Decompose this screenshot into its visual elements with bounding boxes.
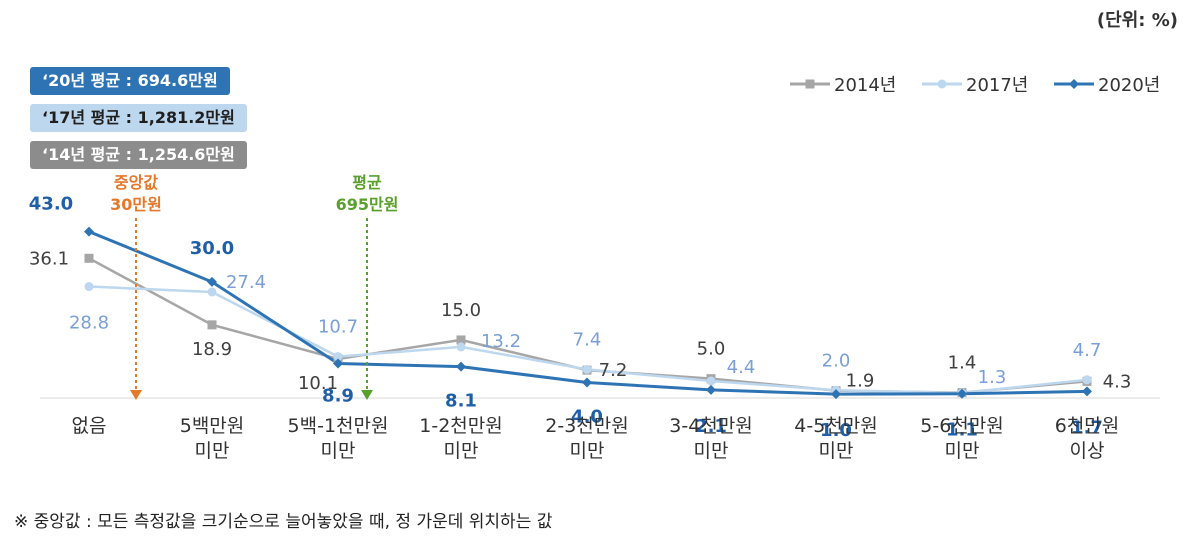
data-label-2017년-6: 2.0: [822, 350, 851, 371]
data-label-2020년-1: 30.0: [190, 238, 234, 259]
x-tick-label-7-0: 5-6천만원: [920, 415, 1003, 437]
median-arrow-head: [130, 390, 142, 400]
data-label-2017년-0: 28.8: [69, 313, 109, 334]
data-label-2017년-8: 4.7: [1073, 340, 1102, 361]
data-label-2014년-2: 10.1: [298, 373, 338, 394]
marker-2020년-6: [831, 389, 841, 400]
marker-2020년-2: [333, 358, 343, 369]
data-label-2014년-7: 1.4: [948, 353, 977, 374]
data-label-2017년-7: 1.3: [978, 367, 1007, 388]
x-tick-label-6-1: 미만: [819, 440, 854, 462]
x-tick-label-0-0: 없음: [72, 415, 107, 437]
data-label-2017년-4: 7.4: [573, 329, 602, 350]
marker-2017년-2: [333, 352, 343, 362]
avg-2014-badge: ‘14년 평균 : 1,254.6만원: [30, 141, 247, 169]
x-tick-label-8-0: 6천만원: [1055, 415, 1120, 437]
marker-2014년-3: [456, 335, 466, 345]
footnote: ※ 중앙값 : 모든 측정값을 크기순으로 늘어놓았을 때, 정 가운데 위치하…: [14, 512, 553, 532]
marker-2020년-1: [207, 276, 217, 287]
marker-2017년-8: [1082, 375, 1092, 385]
x-tick-label-6-0: 4-5천만원: [794, 415, 877, 437]
legend-label-2020년: 2020년: [1098, 75, 1160, 96]
x-tick-label-7-1: 미만: [945, 440, 980, 462]
data-label-2014년-6: 1.9: [846, 371, 875, 392]
data-label-2020년-5: 2.1: [695, 416, 727, 437]
data-label-2017년-2: 10.7: [318, 317, 358, 338]
marker-2014년-0: [84, 253, 94, 263]
x-tick-label-4-0: 2-3천만원: [545, 415, 628, 437]
marker-2017년-3: [456, 342, 466, 352]
marker-2020년-7: [957, 388, 967, 399]
marker-2020년-4: [582, 377, 592, 388]
mean-arrow-head: [361, 390, 373, 400]
x-tick-label-2-1: 미만: [321, 440, 356, 462]
marker-2017년-1: [207, 287, 217, 297]
marker-2020년-5: [706, 384, 716, 395]
median-label-line1: 중앙값: [114, 173, 158, 192]
data-label-2020년-4: 4.0: [571, 407, 603, 428]
data-label-2014년-4: 7.2: [599, 360, 628, 381]
x-tick-label-5-0: 3-4천만원: [669, 415, 752, 437]
marker-2017년-5: [706, 376, 716, 386]
data-label-2014년-3: 15.0: [441, 300, 481, 321]
median-label-line2: 30만원: [110, 195, 162, 214]
avg-2020-badge: ‘20년 평균 : 694.6만원: [30, 67, 230, 95]
marker-2017년-0: [84, 282, 94, 292]
data-label-2014년-0: 36.1: [29, 248, 69, 269]
x-tick-label-8-1: 이상: [1070, 440, 1105, 462]
legend-label-2017년: 2017년: [966, 75, 1028, 96]
mean-label-line2: 695만원: [336, 195, 399, 214]
data-label-2014년-1: 18.9: [192, 339, 232, 360]
data-label-2020년-8: 1.7: [1071, 417, 1103, 438]
unit-label: (단위: %): [1096, 10, 1178, 31]
x-tick-label-2-0: 5백-1천만원: [288, 415, 389, 437]
marker-2014년-1: [207, 320, 217, 330]
data-label-2014년-8: 4.3: [1103, 371, 1132, 392]
data-label-2020년-6: 1.0: [820, 420, 852, 441]
x-tick-label-3-1: 미만: [444, 440, 479, 462]
data-label-2020년-3: 8.1: [445, 391, 477, 412]
marker-2020년-0: [84, 226, 94, 237]
data-label-2017년-5: 4.4: [727, 357, 756, 378]
data-label-2017년-3: 13.2: [481, 331, 521, 352]
avg-2017-badge: ‘17년 평균 : 1,281.2만원: [30, 104, 247, 132]
legend-label-2014년: 2014년: [834, 75, 896, 96]
x-tick-label-1-1: 미만: [195, 440, 230, 462]
mean-label-line1: 평균: [352, 173, 382, 192]
legend-marker-2020년: [1069, 79, 1079, 89]
legend-marker-2017년: [937, 79, 947, 89]
marker-2020년-8: [1082, 386, 1092, 397]
data-label-2020년-2: 8.9: [322, 386, 354, 407]
x-tick-label-1-0: 5백만원: [180, 415, 245, 437]
data-label-2020년-0: 43.0: [29, 194, 73, 215]
data-label-2014년-5: 5.0: [697, 339, 726, 360]
legend-marker-2014년: [805, 79, 815, 89]
data-label-2017년-1: 27.4: [226, 272, 266, 293]
marker-2017년-4: [582, 364, 592, 374]
x-tick-label-5-1: 미만: [694, 440, 729, 462]
x-tick-label-3-0: 1-2천만원: [419, 415, 502, 437]
x-tick-label-4-1: 미만: [570, 440, 605, 462]
marker-2020년-3: [456, 361, 466, 372]
data-label-2020년-7: 1.1: [946, 420, 978, 441]
